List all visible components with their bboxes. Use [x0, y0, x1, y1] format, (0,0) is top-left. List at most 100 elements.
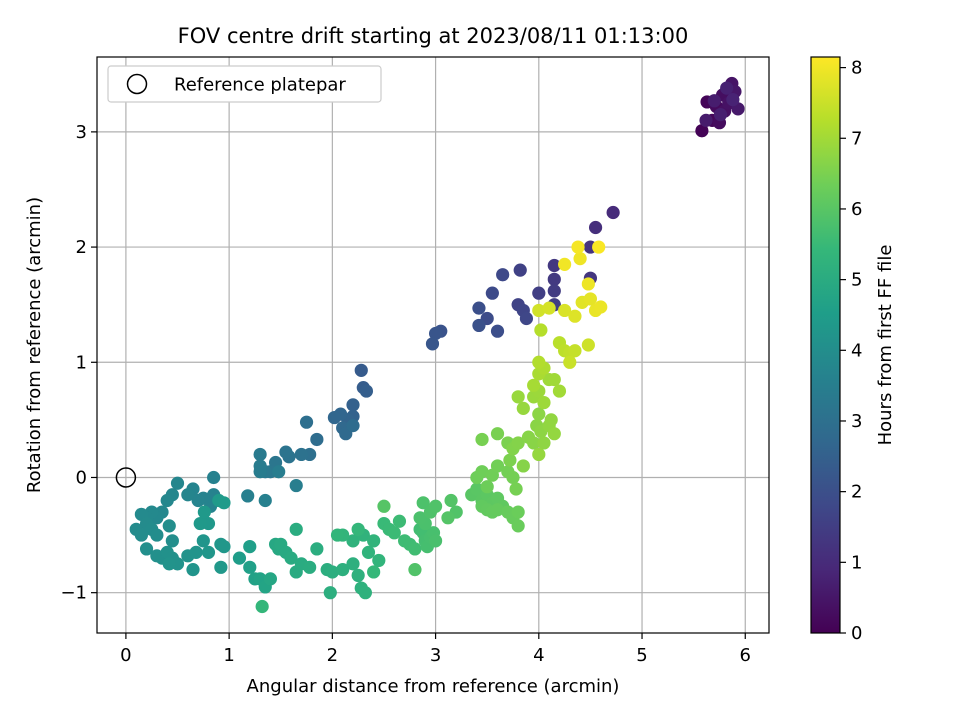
data-point — [542, 301, 556, 315]
data-point — [310, 542, 324, 556]
x-axis-label: Angular distance from reference (arcmin) — [247, 676, 620, 697]
data-point — [475, 432, 489, 447]
data-point — [532, 286, 546, 300]
data-point — [552, 384, 567, 398]
colorbar-fill — [811, 57, 840, 633]
data-point — [511, 505, 525, 519]
data-point — [303, 560, 317, 574]
data-point — [358, 586, 372, 600]
data-point — [336, 563, 350, 577]
data-point — [568, 344, 582, 358]
data-point — [372, 553, 386, 568]
data-point — [346, 398, 360, 412]
data-point — [354, 363, 368, 377]
data-point — [289, 522, 303, 536]
data-point — [272, 465, 286, 479]
data-point — [490, 503, 505, 517]
data-point — [258, 493, 272, 508]
data-point — [425, 337, 440, 351]
data-point — [547, 372, 561, 387]
x-tick-label: 6 — [740, 645, 751, 666]
data-point — [558, 257, 572, 271]
data-point — [359, 384, 374, 398]
data-point — [571, 240, 585, 254]
data-point — [160, 493, 174, 508]
data-point — [170, 476, 185, 490]
colorbar-tick-label: 6 — [851, 199, 862, 220]
data-point — [511, 519, 525, 533]
data-point — [408, 542, 422, 556]
data-point — [197, 505, 211, 519]
data-point — [516, 401, 530, 415]
data-point — [490, 427, 505, 441]
colorbar-tick-label: 8 — [851, 58, 862, 79]
data-point — [563, 355, 577, 369]
y-tick-label: 3 — [76, 122, 87, 143]
data-point — [351, 568, 365, 583]
data-point — [573, 252, 587, 266]
data-point — [346, 534, 360, 548]
data-point — [392, 514, 407, 528]
legend-box — [107, 65, 382, 103]
x-tick-label: 4 — [533, 645, 544, 666]
data-point — [241, 489, 255, 503]
data-point — [162, 519, 176, 533]
data-point — [243, 560, 257, 574]
data-point — [506, 470, 520, 485]
data-point — [475, 465, 489, 479]
legend-marker-icon — [126, 73, 148, 95]
data-point — [232, 551, 247, 565]
data-point — [416, 496, 430, 510]
data-point — [583, 292, 598, 306]
data-point — [243, 540, 257, 554]
data-point — [547, 284, 561, 298]
data-point — [527, 436, 541, 450]
x-tick-label: 0 — [120, 645, 131, 666]
data-point — [284, 551, 298, 565]
reference-platepar-marker — [115, 467, 137, 488]
chart-title: FOV centre drift starting at 2023/08/11 … — [178, 24, 689, 48]
data-point — [310, 432, 324, 447]
data-point — [726, 93, 740, 107]
data-point — [511, 390, 525, 404]
data-point — [428, 534, 443, 548]
data-point — [255, 599, 269, 614]
colorbar-tick-label: 1 — [851, 552, 862, 573]
y-axis-label: Rotation from reference (arcmin) — [24, 197, 45, 493]
data-point — [323, 586, 337, 600]
colorbar-tick-label: 7 — [851, 128, 862, 149]
data-point — [606, 205, 620, 220]
data-point — [537, 436, 551, 450]
data-point — [191, 493, 205, 508]
scatter-points — [129, 76, 745, 614]
data-point — [509, 482, 523, 496]
data-point — [428, 499, 443, 513]
data-point — [377, 499, 391, 513]
data-point — [527, 378, 541, 392]
colorbar-label: Hours from first FF file — [875, 245, 896, 446]
data-point — [707, 94, 721, 108]
data-point — [351, 522, 365, 536]
data-point — [519, 311, 534, 326]
data-point — [330, 528, 345, 542]
x-axis-ticks: 0 1 2 3 4 5 6 — [120, 633, 751, 666]
data-point — [511, 436, 525, 450]
data-point — [263, 572, 278, 586]
data-point — [279, 445, 293, 459]
data-point — [480, 480, 494, 494]
data-point — [472, 301, 486, 315]
x-tick-label: 1 — [223, 645, 234, 666]
data-point — [581, 277, 595, 291]
data-point — [485, 286, 499, 300]
data-point — [532, 447, 546, 462]
data-point — [490, 459, 505, 473]
data-point — [367, 565, 381, 579]
data-point — [189, 545, 203, 559]
data-point — [699, 113, 713, 127]
data-point — [534, 323, 548, 337]
data-point — [496, 268, 510, 282]
data-point — [193, 516, 207, 531]
y-tick-label: 0 — [76, 467, 87, 488]
data-point — [408, 563, 422, 577]
legend: Reference platepar — [107, 65, 382, 103]
